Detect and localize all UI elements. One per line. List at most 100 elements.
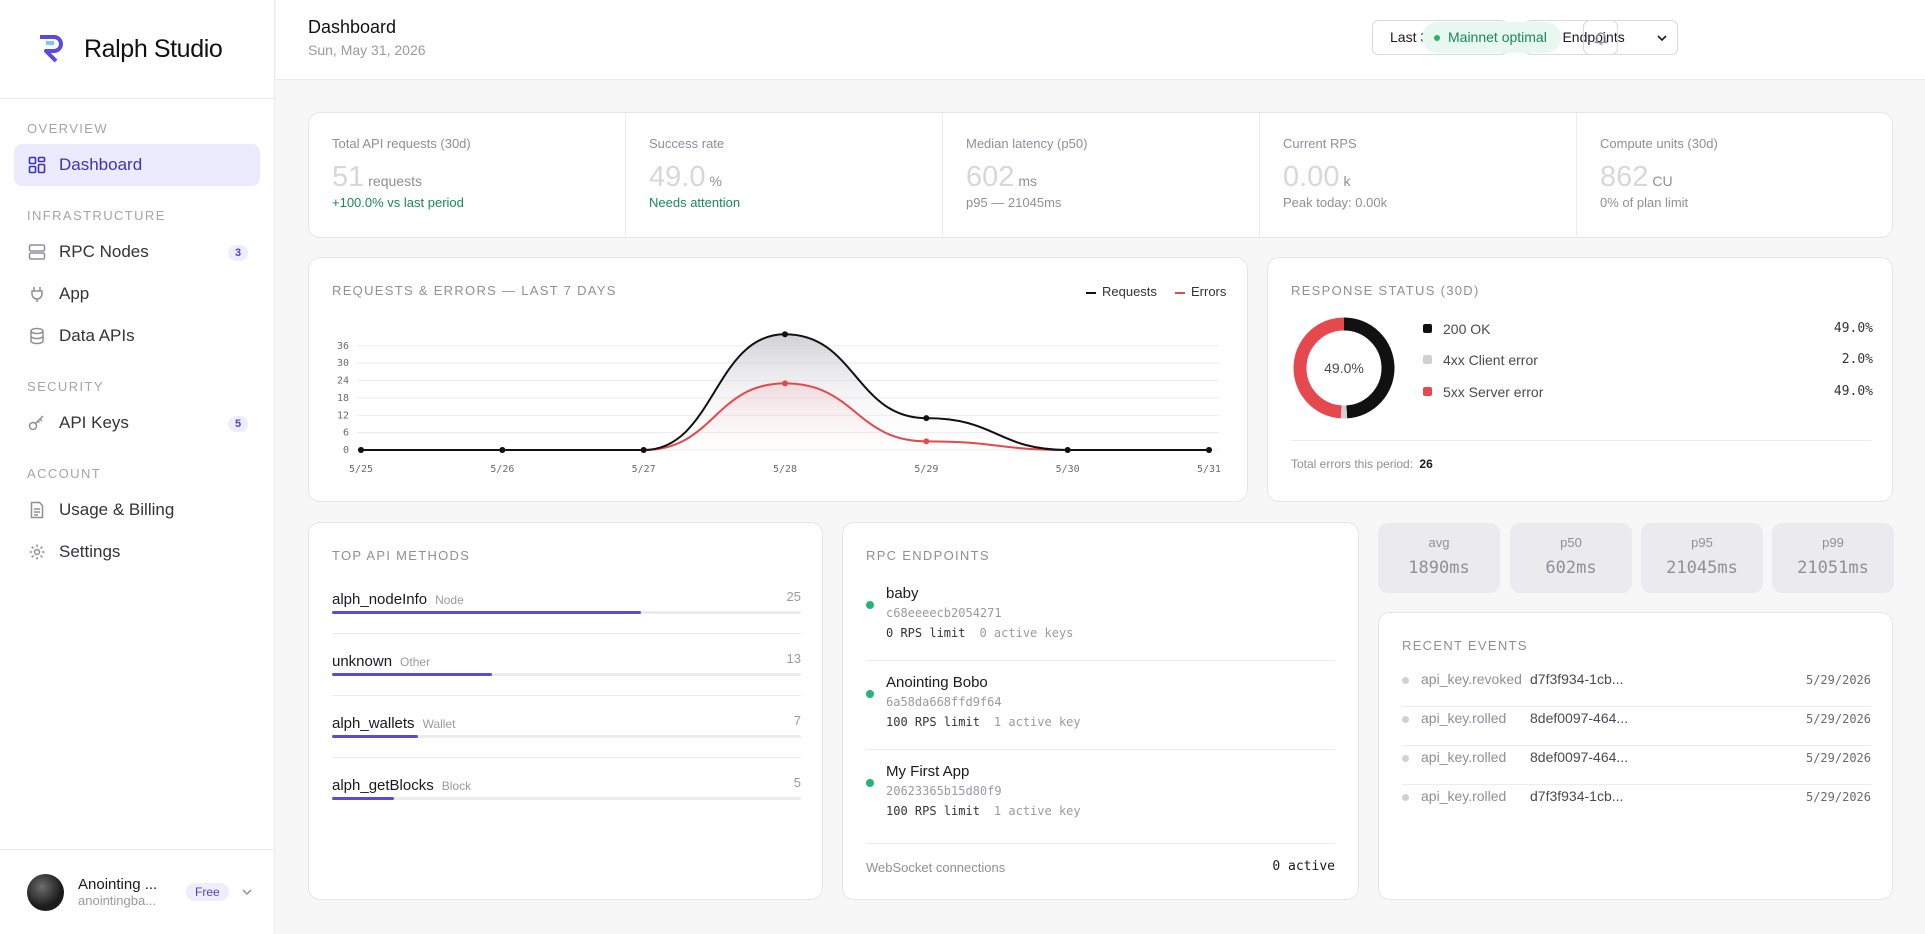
method-row[interactable]: alph_getBlocks Block 5 — [332, 775, 801, 839]
sidebar-item-data-apis[interactable]: Data APIs — [14, 315, 260, 357]
method-bar-track — [332, 797, 801, 800]
kpi-card: Compute units (30d) 862 CU 0% of plan lim… — [1577, 113, 1894, 237]
method-name: alph_getBlocks Block — [332, 777, 472, 794]
brand-name: Ralph Studio — [84, 34, 223, 63]
method-bar-track — [332, 611, 801, 614]
sidebar-item-settings[interactable]: Settings — [14, 531, 260, 573]
endpoint-meta: 100 RPS limit 1 active key — [886, 715, 1081, 729]
notifications-button[interactable] — [1583, 20, 1618, 55]
latency-value: 21045ms — [1666, 558, 1738, 578]
endpoint-rps: 100 RPS limit — [886, 804, 980, 818]
document-icon — [30, 501, 44, 519]
chart-title: Requests & Errors — Last 7 Days — [332, 283, 617, 298]
nav-section-infrastructure: Infrastructure RPC Nodes 3 App Data APIs — [0, 208, 274, 357]
top-methods-card: Top API methods alph_nodeInfo Node 25 unkno… — [308, 522, 823, 900]
status-swatch — [1423, 387, 1432, 396]
status-value: 49.0% — [1833, 321, 1873, 336]
sidebar-item-label: Usage & Billing — [59, 500, 175, 519]
kpi-card: Median latency (p50) 602 ms p95 — 21045ms — [943, 113, 1260, 237]
sidebar-item-label: Dashboard — [59, 155, 143, 174]
sidebar-item-rpc-nodes[interactable]: RPC Nodes 3 — [14, 231, 260, 273]
brand[interactable]: Ralph Studio — [0, 0, 274, 99]
nav-section-title: Security — [27, 379, 104, 394]
card-title: Response status (30d) — [1291, 283, 1480, 298]
latency-tile-p50: p50 602ms — [1510, 523, 1632, 593]
divider — [332, 633, 801, 634]
event-date: 5/29/2026 — [1805, 790, 1871, 804]
latency-label: p50 — [1560, 535, 1582, 550]
event-row[interactable]: api_key.rolled 8def0097-464... 5/29/2026 — [1402, 747, 1871, 785]
database-icon — [30, 327, 44, 345]
data-point — [1064, 447, 1071, 453]
kpi-number: 51 — [332, 161, 365, 193]
avatar — [27, 873, 64, 911]
kpi-value: 862 CU — [1600, 161, 1673, 194]
event-row[interactable]: api_key.rolled d7f3f934-1cb... 5/29/2026 — [1402, 786, 1871, 824]
kpi-label: Compute units (30d) — [1600, 136, 1718, 151]
sidebar-item-usage-billing[interactable]: Usage & Billing — [14, 489, 260, 531]
user-name: Anointing ... — [78, 876, 158, 893]
x-tick-label: 5/26 — [490, 464, 514, 475]
response-status-card: Response status (30d) 49.0% 200 OK 49.0%… — [1267, 257, 1893, 502]
kpi-sub: p95 — 21045ms — [966, 195, 1062, 210]
endpoint-id: c68eeeecb2054271 — [886, 606, 1002, 620]
websocket-value: 0 active — [1272, 859, 1335, 874]
sidebar-item-api-keys[interactable]: API Keys 5 — [14, 402, 260, 444]
event-dot — [1402, 677, 1409, 684]
page-title: Dashboard — [308, 17, 397, 37]
y-tick-label: 0 — [343, 445, 349, 456]
nav-section-title: Overview — [27, 121, 109, 136]
gear-icon — [29, 544, 45, 560]
endpoint-keys: 1 active key — [993, 715, 1081, 729]
card-title: RPC Endpoints — [866, 548, 990, 563]
x-tick-label: 5/25 — [349, 464, 373, 475]
method-row[interactable]: alph_wallets Wallet 7 — [332, 713, 801, 777]
sidebar-item-dashboard[interactable]: Dashboard — [14, 144, 260, 186]
sidebar: Ralph Studio Overview Dashboard Infrastr… — [0, 0, 275, 934]
endpoint-id: 6a58da668ffd9f64 — [886, 695, 1002, 709]
data-point — [1206, 447, 1212, 453]
event-type: api_key.rolled — [1421, 710, 1507, 726]
kpi-label: Current RPS — [1283, 136, 1357, 151]
method-name: alph_nodeInfo Node — [332, 591, 464, 608]
y-tick-label: 36 — [337, 341, 349, 352]
latency-tile-p99: p99 21051ms — [1772, 523, 1894, 593]
y-tick-label: 30 — [337, 358, 349, 369]
card-title: Top API methods — [332, 548, 471, 563]
method-count: 5 — [793, 775, 801, 790]
event-key: d7f3f934-1cb... — [1530, 671, 1624, 687]
event-dot — [1402, 755, 1409, 762]
legend-errors: Errors — [1175, 284, 1226, 299]
status-row-4xx: 4xx Client error 2.0% — [1423, 349, 1873, 373]
requests-errors-chart: 0 6 12 18 24 30 36 5/25 5/26 5/27 5/28 5/29 5/30 5/31 — [337, 331, 1221, 475]
data-point — [923, 438, 930, 445]
donut-slice — [1293, 317, 1345, 419]
divider — [332, 757, 801, 758]
user-menu[interactable]: Anointing ... anointingba... Free — [0, 849, 275, 934]
plug-icon — [31, 287, 43, 302]
method-bar — [332, 673, 493, 676]
status-label: 4xx Client error — [1443, 352, 1538, 368]
kpi-sub: +100.0% vs last period — [332, 195, 464, 210]
sidebar-item-label: API Keys — [59, 413, 129, 432]
legend-swatch — [1086, 291, 1096, 294]
status-dot — [866, 779, 874, 787]
event-row[interactable]: api_key.rolled 8def0097-464... 5/29/2026 — [1402, 708, 1871, 746]
websocket-label: WebSocket connections — [866, 860, 1006, 875]
kpi-sub: Needs attention — [649, 195, 741, 210]
status-swatch — [1423, 355, 1432, 364]
method-category: Block — [441, 779, 472, 793]
kpi-value: 602 ms — [966, 161, 1037, 194]
chevron-down-icon — [1657, 35, 1667, 42]
sidebar-item-app[interactable]: App — [14, 273, 260, 315]
method-row[interactable]: unknown Other 13 — [332, 651, 801, 715]
total-errors: Total errors this period: 26 — [1291, 457, 1433, 471]
kpi-number: 602 — [966, 161, 1015, 193]
kpi-number: 0.00 — [1283, 161, 1340, 193]
ralph-logo-icon — [40, 35, 63, 63]
kpi-value: 51 requests — [332, 161, 422, 194]
event-row[interactable]: api_key.revoked d7f3f934-1cb... 5/29/202… — [1402, 669, 1871, 707]
method-row[interactable]: alph_nodeInfo Node 25 — [332, 589, 801, 653]
kpi-value: 0.00 k — [1283, 161, 1350, 194]
status-row-200: 200 OK 49.0% — [1423, 318, 1873, 342]
